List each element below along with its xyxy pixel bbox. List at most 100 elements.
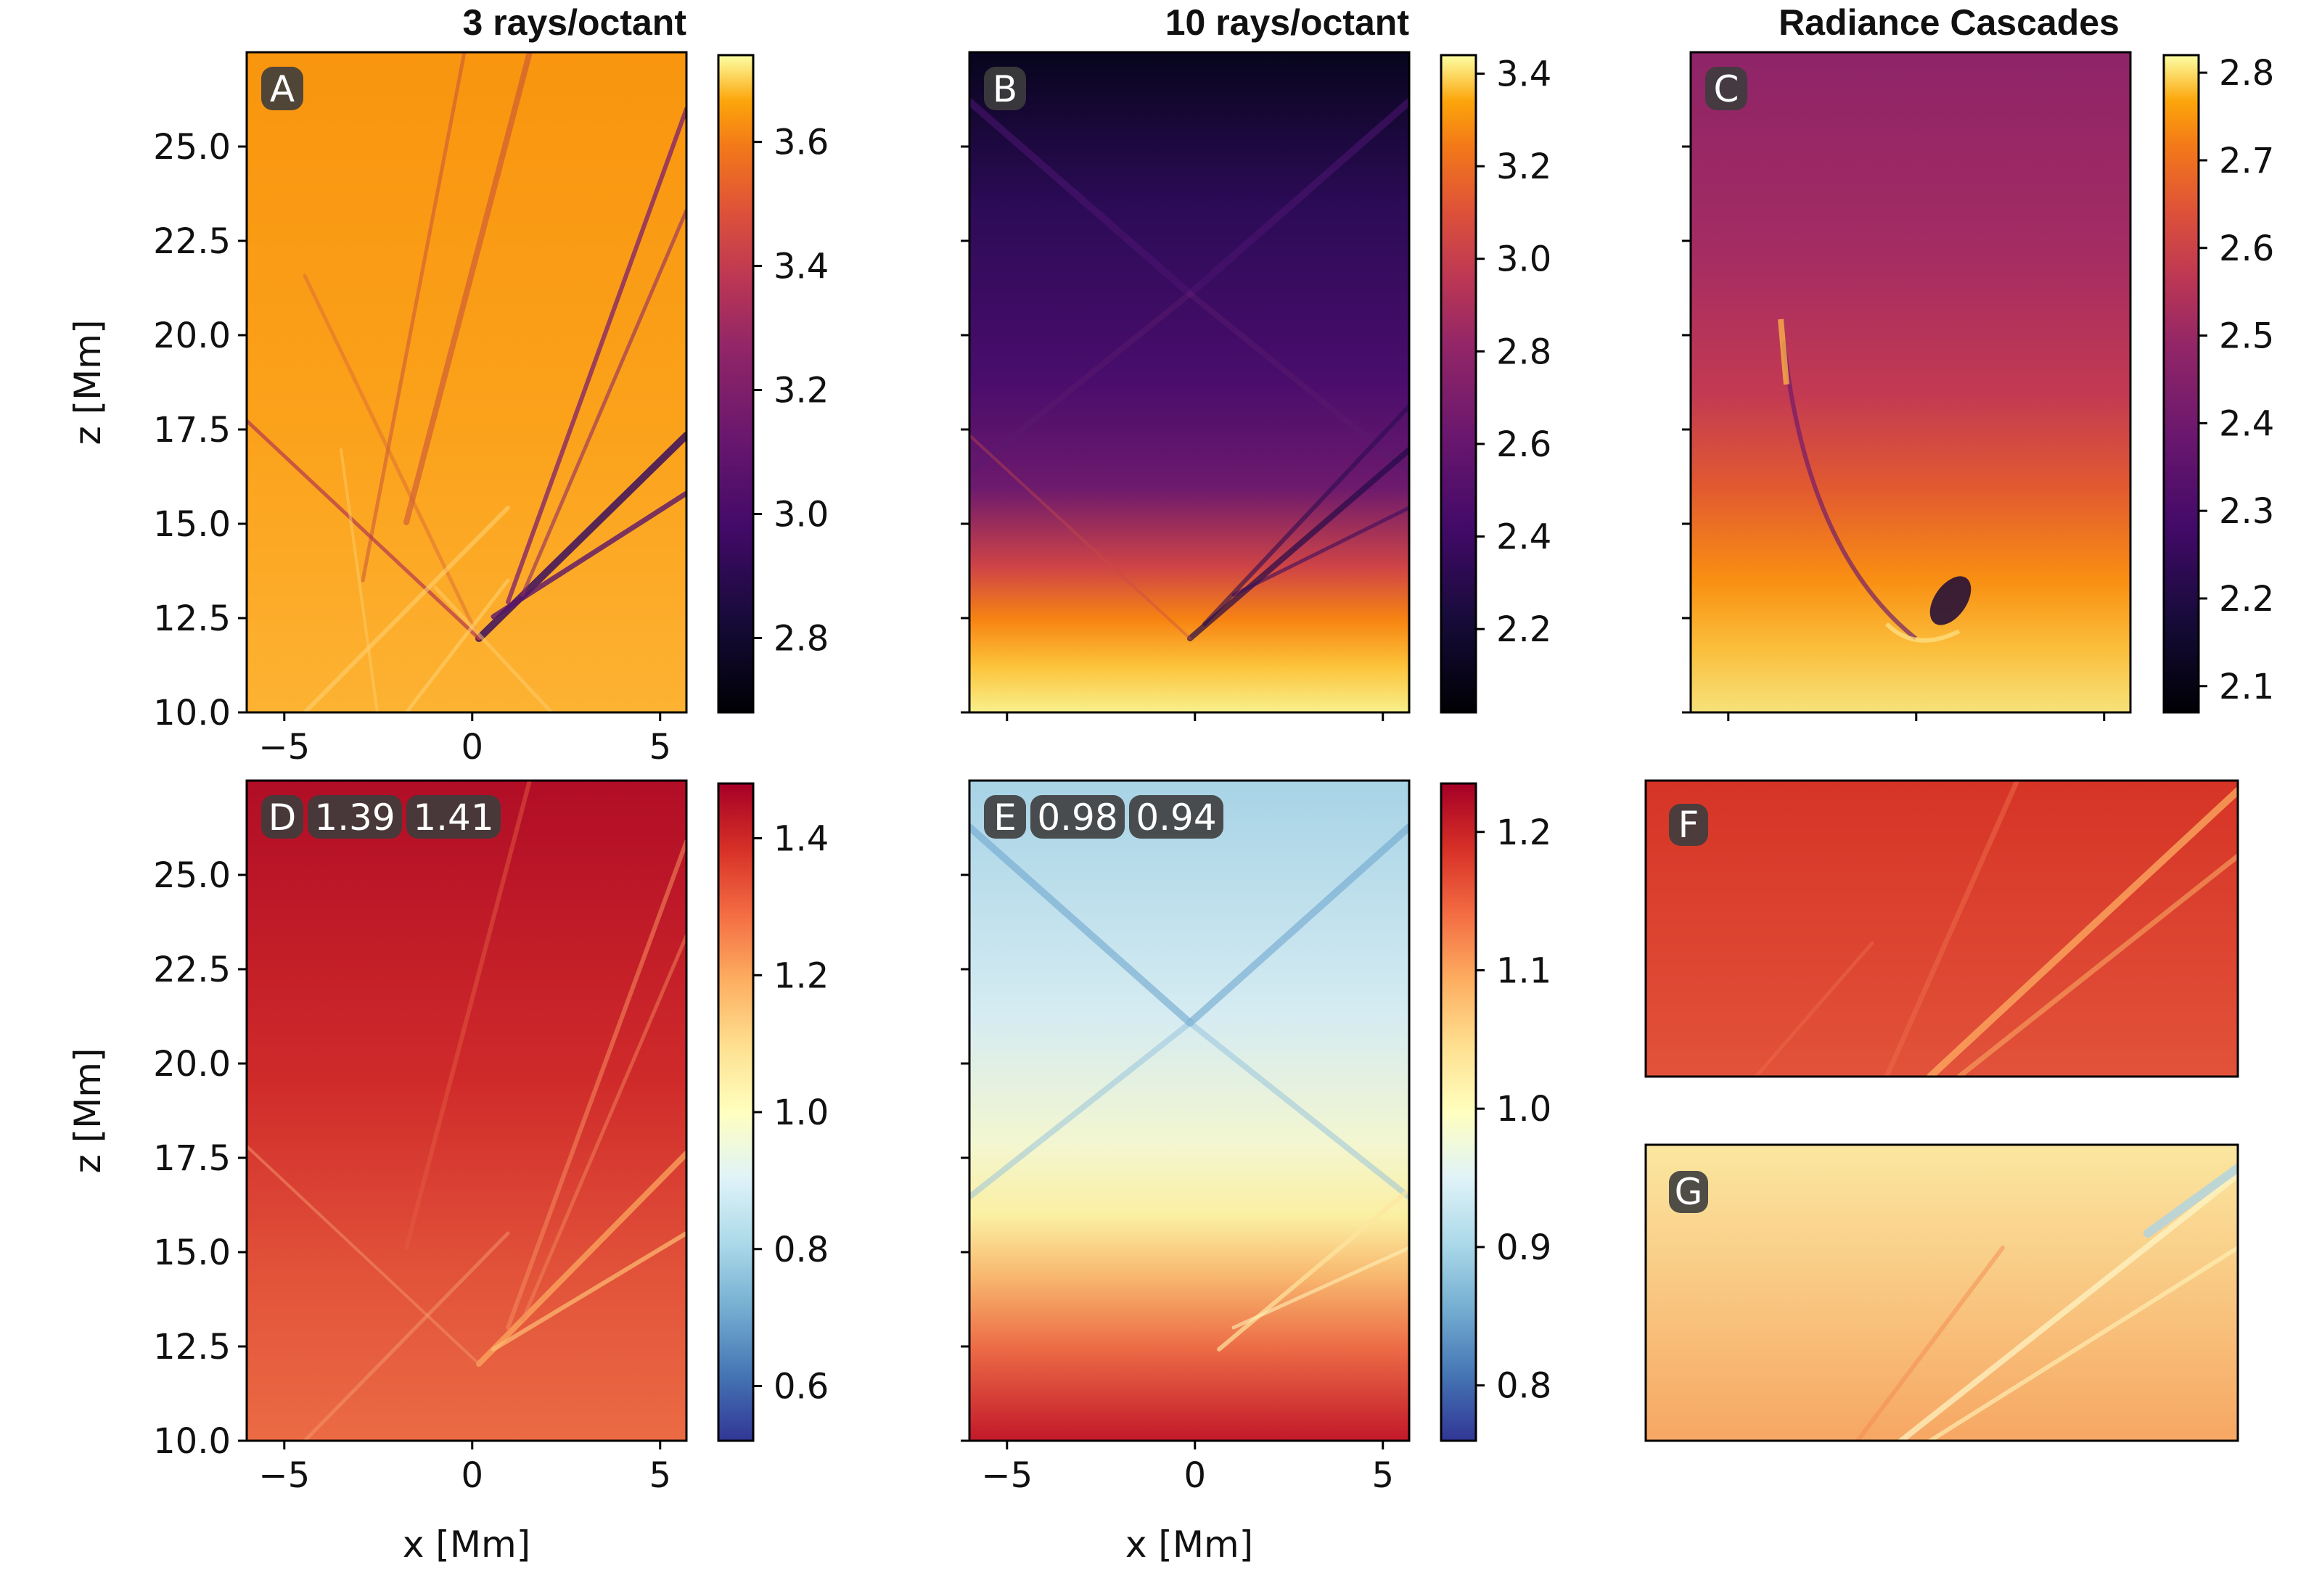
panel-e-annotation-2: 0.94: [1136, 797, 1216, 839]
colorbar-tick-label: 2.2: [1496, 609, 1551, 650]
panel-c-features: [1778, 318, 1972, 643]
panel-c-badge: C: [1705, 67, 1747, 110]
colorbar-tick-label: 2.4: [1496, 517, 1551, 558]
panel-g-badge: G: [1669, 1171, 1708, 1213]
svg-text:B: B: [993, 68, 1017, 110]
svg-text:A: A: [270, 68, 295, 110]
ytick-label: 17.5: [153, 410, 231, 451]
xtick-label: 0: [1183, 1455, 1206, 1496]
ytick-label: 15.0: [153, 504, 231, 545]
colorbar-tick-label: 2.1: [2219, 667, 2274, 707]
panel-d-badges: D 1.39 1.41: [261, 795, 501, 839]
ytick-label: 20.0: [153, 1044, 231, 1085]
xtick-label: 0: [461, 1455, 483, 1496]
panel-e-annotation-1: 0.98: [1037, 797, 1117, 839]
colorbar-tick-label: 2.5: [2219, 316, 2274, 357]
column-title-10-rays: 10 rays/octant: [1165, 2, 1410, 43]
svg-text:C: C: [1714, 68, 1739, 110]
colorbar-c: [2162, 54, 2200, 714]
colorbar-tick-label: 1.4: [774, 819, 829, 860]
colorbar-tick-label: 1.1: [1496, 950, 1551, 991]
colorbar-tick-label: 2.8: [774, 618, 829, 659]
colorbar-tick-label: 3.4: [774, 247, 829, 287]
panel-f-field: [1646, 781, 2238, 1077]
xtick-label: 0: [461, 727, 483, 768]
colorbar-tick-label: 2.2: [2219, 579, 2274, 620]
xtick-label: −5: [258, 727, 310, 768]
panel-d-annotation-2: 1.41: [413, 797, 493, 839]
heatmap-panel-b: B: [968, 51, 1411, 714]
panel-e-diamond-structure: [969, 823, 1409, 1352]
panel-d-ray-streaks: [247, 781, 686, 1441]
colorbar-tick-label: 2.7: [2219, 141, 2274, 181]
panel-b-badge: B: [984, 67, 1026, 110]
heatmap-panel-a: A: [245, 51, 688, 714]
colorbar-d: [717, 782, 755, 1442]
colorbar-tick-label: 3.6: [774, 123, 829, 163]
colorbar-tick-label: 0.9: [1496, 1227, 1551, 1268]
colorbar-tick-label: 1.2: [1496, 813, 1551, 853]
svg-text:D: D: [268, 797, 297, 839]
panel-d-ylabel: z [Mm]: [67, 1048, 109, 1174]
panel-a-badge: A: [261, 67, 303, 110]
colorbar-tick-label: 3.2: [774, 371, 829, 411]
colorbar-tick-label: 2.4: [2219, 403, 2274, 444]
xtick-label: −5: [981, 1455, 1033, 1496]
ytick-label: 12.5: [153, 598, 231, 639]
ytick-label: 12.5: [153, 1327, 231, 1367]
svg-text:F: F: [1678, 804, 1699, 846]
colorbar-tick-label: 1.0: [774, 1093, 829, 1133]
colorbar-tick-label: 0.8: [774, 1230, 829, 1270]
column-title-radiance-cascades: Radiance Cascades: [1779, 2, 2120, 43]
ytick-label: 22.5: [153, 221, 231, 262]
panel-e-field: [969, 781, 1409, 1441]
panel-a-ylabel: z [Mm]: [67, 320, 109, 445]
panel-e-xlabel: x [Mm]: [1125, 1523, 1253, 1566]
panel-d-field: [247, 781, 686, 1441]
ytick-label: 20.0: [153, 316, 231, 356]
colorbar-tick-label: 1.2: [774, 955, 829, 996]
colorbar-tick-label: 3.2: [1496, 147, 1551, 187]
column-title-3-rays: 3 rays/octant: [463, 2, 687, 43]
colorbar-tick-label: 2.3: [2219, 491, 2274, 532]
xtick-label: 5: [649, 727, 671, 768]
panel-a-ray-streaks: [247, 52, 686, 712]
heatmap-panel-e: E 0.98 0.94: [968, 779, 1411, 1442]
ytick-label: 17.5: [153, 1138, 231, 1179]
svg-text:E: E: [993, 797, 1017, 839]
colorbar-tick-label: 2.6: [2219, 229, 2274, 269]
heatmap-panel-d: D 1.39 1.41: [245, 779, 688, 1442]
colorbar-tick-label: 1.0: [1496, 1089, 1551, 1130]
colorbar-tick-label: 2.6: [1496, 424, 1551, 465]
ytick-label: 10.0: [153, 693, 231, 733]
panel-c-field: [1691, 52, 2130, 712]
colorbar-tick-label: 0.6: [774, 1367, 829, 1407]
colorbar-tick-label: 2.8: [2219, 53, 2274, 94]
xtick-label: −5: [258, 1455, 310, 1496]
heatmap-panel-g: G: [1644, 1143, 2239, 1442]
panel-g-ray-streaks: [1855, 1164, 2238, 1441]
xtick-label: 5: [649, 1455, 671, 1496]
colorbar-tick-label: 3.0: [774, 494, 829, 535]
panel-b-field: [969, 52, 1409, 712]
ytick-label: 10.0: [153, 1421, 231, 1462]
heatmap-panel-c: C: [1689, 51, 2132, 714]
ytick-label: 15.0: [153, 1233, 231, 1273]
colorbar-tick-label: 3.0: [1496, 239, 1551, 280]
panel-d-xlabel: x [Mm]: [403, 1523, 530, 1566]
svg-text:G: G: [1675, 1171, 1703, 1213]
panel-d-annotation-1: 1.39: [314, 797, 395, 839]
colorbar-tick-label: 0.8: [1496, 1366, 1551, 1407]
heatmap-panel-f: F: [1644, 779, 2239, 1078]
colorbar-e: [1440, 782, 1477, 1442]
ytick-label: 25.0: [153, 855, 231, 896]
ytick-label: 25.0: [153, 127, 231, 168]
panel-g-field: [1646, 1145, 2238, 1441]
colorbar-tick-label: 3.4: [1496, 54, 1551, 95]
panel-f-badge: F: [1669, 804, 1708, 846]
ytick-label: 22.5: [153, 950, 231, 990]
panel-b-diamond-structure: [969, 98, 1409, 641]
colorbar-a: [717, 54, 755, 714]
axis-ticks: 10.0 12.5 15.0 17.5 20.0 22.5 25.0 −5 0 5 2.8 3.0 3.…: [153, 53, 2274, 1496]
